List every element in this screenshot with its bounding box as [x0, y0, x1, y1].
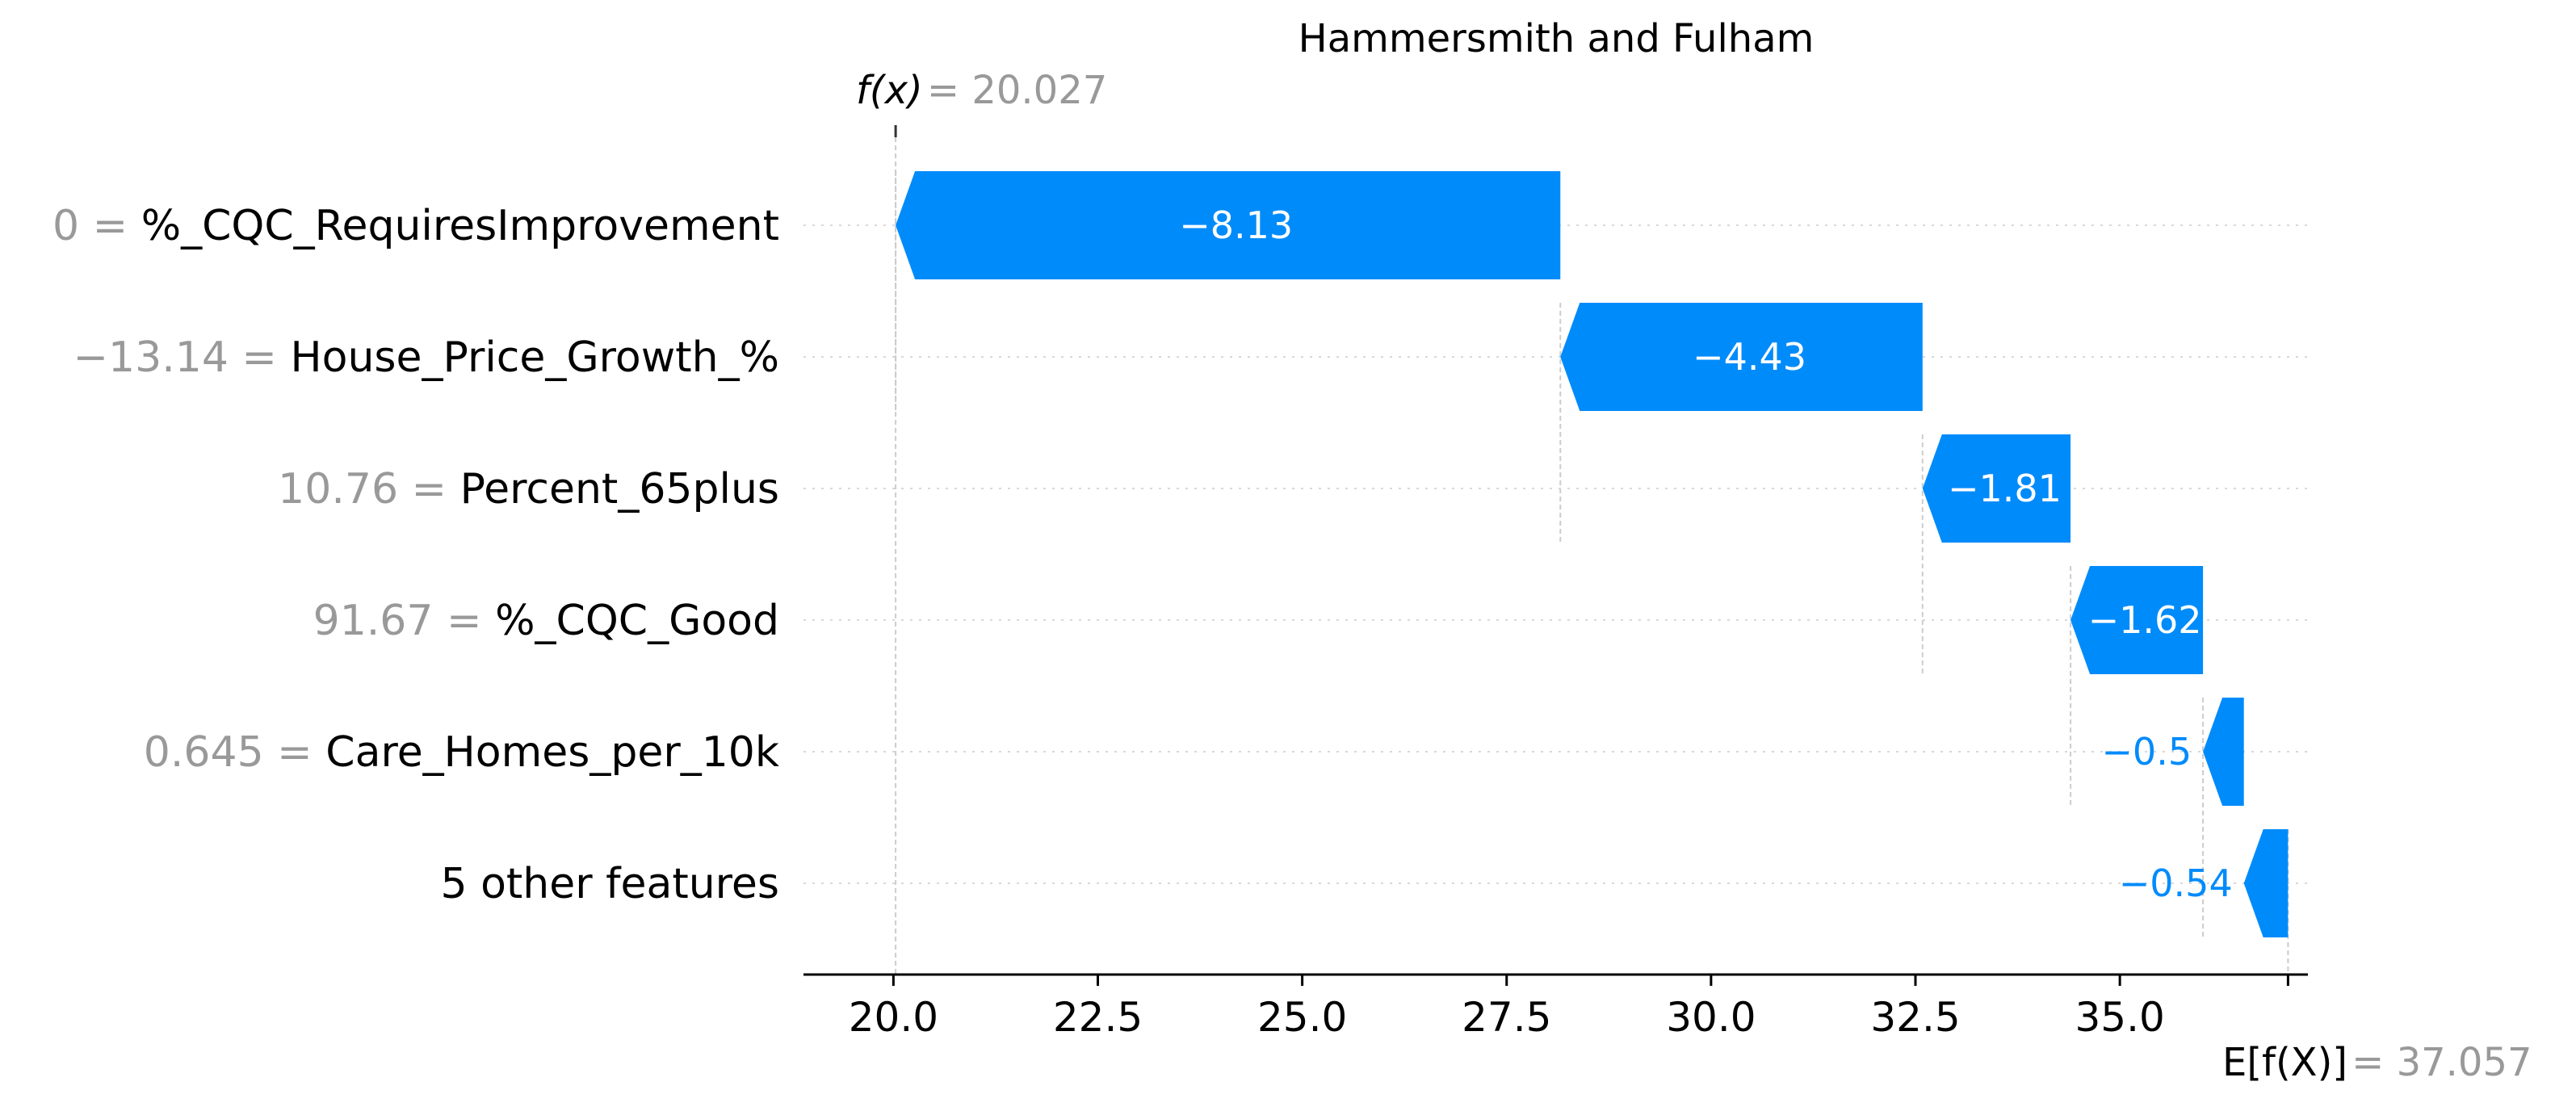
bar-value-label: −0.54 — [2119, 862, 2233, 905]
x-tick-label: 30.0 — [1666, 994, 1756, 1041]
bar-4 — [2070, 566, 2204, 674]
x-axis: 20.0 22.5 25.0 27.5 30.0 32.5 35.0 — [803, 125, 2308, 1041]
fx-annotation-text: f(x) = 20.027 — [856, 68, 1107, 113]
labels-layer: −8.13 0 = %_CQC_RequiresImprovement −4.43 −… — [52, 202, 2233, 908]
efx-equals: = — [2352, 1040, 2396, 1085]
feature-value: 91.67 = — [313, 597, 496, 645]
bar-value-label: −1.62 — [2088, 598, 2202, 642]
bar-6 — [2243, 829, 2289, 937]
fx-label: f(x) — [856, 68, 923, 113]
bar-2 — [1560, 303, 1923, 411]
bar-5 — [2203, 698, 2244, 806]
x-tick-label: 27.5 — [1462, 994, 1551, 1041]
feature-name: House_Price_Growth_% — [291, 333, 779, 382]
feature-value: 0.645 = — [144, 728, 326, 777]
bar-value-label: −1.81 — [1948, 467, 2062, 510]
chart-title: Hammersmith and Fulham — [1298, 16, 1815, 61]
feature-name: %_CQC_RequiresImprovement — [141, 202, 779, 250]
feature-label: −13.14 = House_Price_Growth_% — [73, 333, 779, 382]
fx-value: 20.027 — [971, 68, 1107, 113]
x-tick-label: 35.0 — [2075, 994, 2164, 1041]
bars-layer — [896, 171, 2289, 937]
x-tick-label: 32.5 — [1870, 994, 1960, 1041]
x-tick-label: 25.0 — [1257, 994, 1347, 1041]
feature-name: Care_Homes_per_10k — [325, 728, 779, 777]
bar-1 — [896, 171, 1561, 279]
feature-label: 0 = %_CQC_RequiresImprovement — [52, 202, 779, 250]
bar-value-label: −0.5 — [2101, 730, 2192, 774]
feature-label: 5 other features — [440, 860, 779, 908]
bar-value-label: −4.43 — [1693, 335, 1806, 379]
feature-label: 10.76 = Percent_65plus — [278, 465, 779, 514]
feature-label: 0.645 = Care_Homes_per_10k — [144, 728, 779, 777]
x-tick-label: 22.5 — [1053, 994, 1143, 1041]
bar-3 — [1922, 434, 2071, 543]
feature-value: −13.14 = — [73, 333, 290, 382]
fx-equals: = — [927, 68, 971, 113]
feature-name: 5 other features — [440, 860, 779, 908]
efx-annotation: E[f(X)] = 37.057 — [2222, 1040, 2532, 1085]
feature-value: 0 = — [52, 202, 141, 250]
feature-label: 91.67 = %_CQC_Good — [313, 597, 779, 645]
efx-annotation-text: E[f(X)] = 37.057 — [2222, 1040, 2532, 1085]
efx-label: E[f(X)] — [2222, 1040, 2347, 1085]
efx-value: 37.057 — [2397, 1040, 2532, 1085]
x-tick-label: 20.0 — [849, 994, 938, 1041]
feature-value: 10.76 = — [278, 465, 460, 514]
feature-name: %_CQC_Good — [495, 597, 779, 645]
feature-name: Percent_65plus — [460, 465, 779, 514]
bar-value-label: −8.13 — [1179, 203, 1293, 247]
fx-annotation: f(x) = 20.027 — [856, 68, 1107, 113]
